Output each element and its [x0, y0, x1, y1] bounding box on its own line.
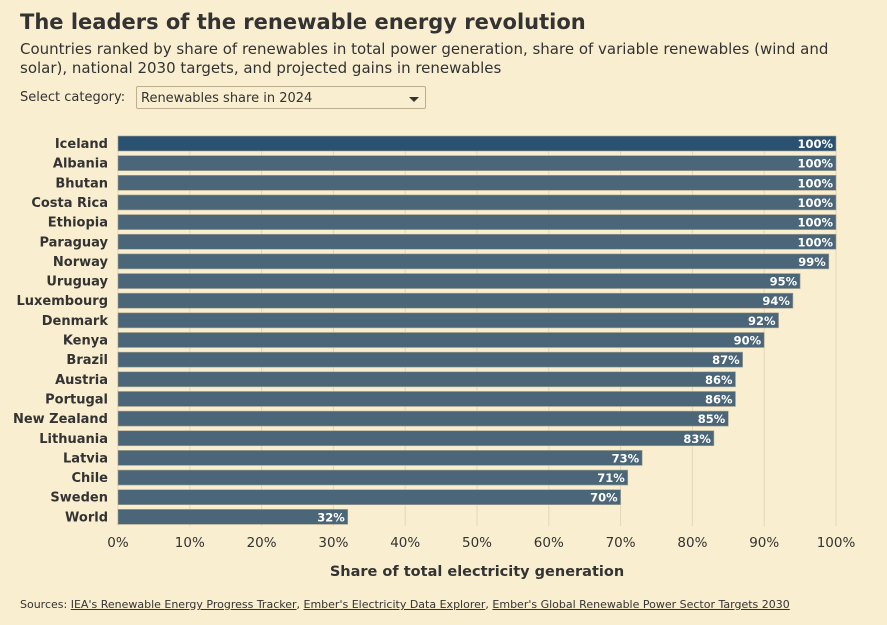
data-label: 32%	[317, 510, 345, 524]
bar	[117, 135, 837, 152]
bar	[117, 155, 837, 171]
data-label: 90%	[734, 334, 762, 348]
bar	[117, 233, 837, 250]
data-label: 100%	[797, 216, 833, 230]
data-label: 100%	[797, 235, 833, 249]
x-tick-label: 50%	[462, 535, 492, 551]
page-subtitle: Countries ranked by share of renewables …	[20, 40, 829, 77]
bar	[117, 430, 715, 447]
category-label: Kenya	[63, 334, 108, 349]
bar	[117, 469, 629, 486]
category-select[interactable]: Renewables share in 2024	[136, 86, 426, 109]
bar	[117, 273, 801, 289]
category-label: Albania	[53, 157, 108, 172]
x-tick-label: 10%	[175, 535, 205, 551]
data-label: 71%	[597, 471, 625, 485]
data-label: 70%	[590, 491, 618, 505]
bar	[117, 371, 736, 388]
x-tick-label: 70%	[606, 535, 636, 551]
category-label: Norway	[53, 255, 109, 270]
category-label: Austria	[55, 373, 108, 388]
category-label: Ethiopia	[48, 216, 108, 231]
category-label: Denmark	[42, 314, 109, 329]
bar	[117, 351, 743, 368]
x-tick-label: 100%	[817, 535, 856, 551]
category-label: Lithuania	[39, 432, 108, 447]
page-title: The leaders of the renewable energy revo…	[20, 10, 586, 34]
data-label: 95%	[770, 275, 798, 289]
data-label: 94%	[762, 294, 790, 308]
bar	[117, 312, 779, 329]
bar	[117, 509, 349, 525]
category-label: Portugal	[45, 392, 108, 407]
bar	[117, 450, 643, 466]
data-label: 100%	[797, 196, 833, 210]
category-select-value: Renewables share in 2024	[141, 91, 313, 106]
data-label: 92%	[748, 314, 776, 328]
category-label: World	[65, 510, 108, 525]
category-label: Bhutan	[55, 176, 108, 191]
x-axis-title: Share of total electricity generation	[330, 564, 624, 580]
x-tick-label: 80%	[677, 535, 707, 551]
bar	[117, 489, 621, 506]
chevron-down-icon	[409, 97, 419, 102]
x-tick-label: 40%	[390, 535, 420, 551]
bar	[117, 332, 765, 348]
category-label: Brazil	[66, 353, 108, 368]
category-label: Paraguay	[39, 235, 108, 250]
x-tick-label: 90%	[749, 535, 779, 551]
data-label: 73%	[612, 451, 640, 465]
sources-prefix: Sources:	[20, 598, 68, 611]
x-tick-label: 0%	[107, 535, 129, 551]
category-select-label: Select category:	[20, 90, 126, 105]
bar	[117, 410, 729, 427]
bar	[117, 194, 837, 211]
category-label: Uruguay	[46, 275, 108, 290]
data-label: 100%	[797, 137, 833, 151]
x-tick-label: 20%	[247, 535, 277, 551]
data-label: 85%	[698, 412, 726, 426]
category-label: Costa Rica	[31, 196, 108, 211]
category-label: Chile	[71, 471, 108, 486]
data-label: 86%	[705, 373, 733, 387]
data-label: 83%	[683, 432, 711, 446]
data-label: 87%	[712, 353, 740, 367]
category-label: Luxembourg	[17, 294, 109, 309]
x-tick-label: 30%	[318, 535, 348, 551]
bar	[117, 292, 794, 309]
category-label: Sweden	[50, 491, 108, 506]
bar	[117, 253, 830, 270]
data-label: 100%	[797, 176, 833, 190]
data-label: 100%	[797, 157, 833, 171]
bar	[117, 391, 736, 407]
source-link-iea[interactable]: IEA's Renewable Energy Progress Tracker	[70, 598, 297, 611]
data-label: 86%	[705, 392, 733, 406]
bar	[117, 214, 837, 230]
x-tick-label: 60%	[534, 535, 564, 551]
sources: Sources: IEA's Renewable Energy Progress…	[20, 598, 790, 611]
category-label: New Zealand	[13, 412, 108, 427]
source-link-ember-explorer[interactable]: Ember's Electricity Data Explorer	[303, 598, 486, 611]
source-link-ember-targets[interactable]: Ember's Global Renewable Power Sector Ta…	[492, 598, 790, 611]
bar	[117, 175, 837, 191]
category-label: Iceland	[55, 137, 108, 152]
category-label: Latvia	[63, 451, 108, 466]
data-label: 99%	[798, 255, 826, 269]
